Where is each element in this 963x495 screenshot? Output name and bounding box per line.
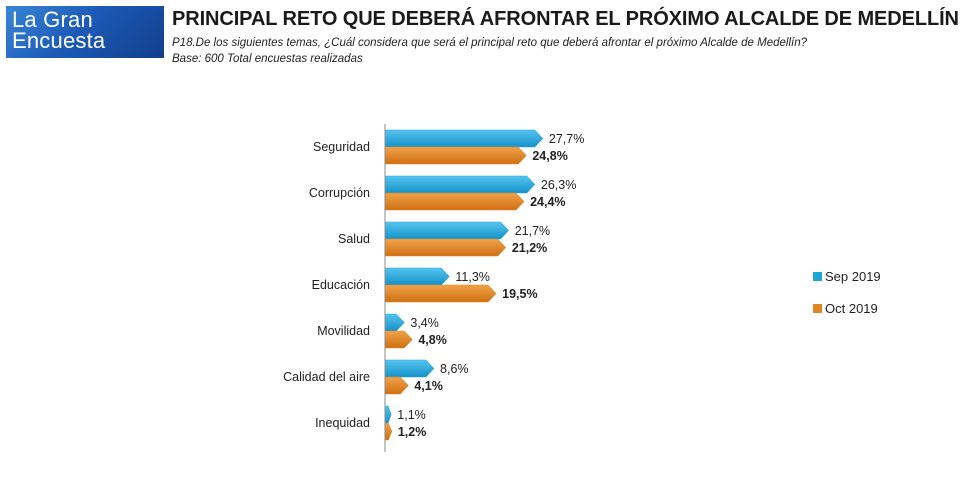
legend-item-oct: Oct 2019 — [813, 300, 881, 316]
bar-sep — [384, 359, 435, 378]
data-label-oct: 24,4% — [530, 195, 565, 209]
category-label: Inequidad — [315, 416, 370, 430]
data-label-sep: 11,3% — [455, 270, 490, 284]
bar-sep — [384, 221, 510, 240]
data-label-sep: 1,1% — [397, 408, 426, 422]
bar-sep — [384, 267, 450, 286]
legend-swatch-oct — [813, 303, 822, 313]
bar-oct — [384, 422, 393, 441]
data-label-sep: 3,4% — [410, 316, 439, 330]
category-label: Corrupción — [309, 186, 370, 200]
bar-sep — [384, 313, 405, 332]
legend-label-oct: Oct 2019 — [825, 300, 878, 316]
bar-oct — [384, 330, 413, 349]
category-label: Salud — [338, 232, 370, 246]
bar-oct — [384, 192, 525, 211]
category-label: Movilidad — [317, 324, 370, 338]
bar-oct — [384, 238, 507, 257]
data-label-sep: 26,3% — [541, 178, 576, 192]
legend-label-sep: Sep 2019 — [825, 268, 881, 284]
bar-sep — [384, 405, 392, 424]
category-label: Calidad del aire — [283, 370, 370, 384]
base-note: Base: 600 Total encuestas realizadas — [172, 53, 363, 65]
data-label-oct: 24,8% — [532, 149, 567, 163]
data-label-sep: 27,7% — [549, 132, 584, 146]
category-label: Seguridad — [313, 140, 370, 154]
data-label-oct: 4,1% — [414, 379, 443, 393]
logo-line-1: La Gran — [12, 7, 93, 32]
bar-sep — [384, 129, 544, 148]
data-label-oct: 4,8% — [418, 333, 447, 347]
data-label-oct: 19,5% — [502, 287, 537, 301]
logo-line-2: Encuesta — [12, 28, 106, 53]
bar-oct — [384, 146, 527, 165]
brand-logo: La Gran Encuesta — [6, 6, 164, 58]
chart-legend: Sep 2019 Oct 2019 — [813, 268, 881, 332]
category-label: Educación — [312, 278, 370, 292]
data-label-sep: 8,6% — [440, 362, 469, 376]
data-label-sep: 21,7% — [515, 224, 550, 238]
data-label-oct: 21,2% — [512, 241, 547, 255]
legend-item-sep: Sep 2019 — [813, 268, 881, 284]
page-title: PRINCIPAL RETO QUE DEBERÁ AFRONTAR EL PR… — [172, 8, 959, 30]
question-text: P18.De los siguientes temas, ¿Cuál consi… — [172, 37, 807, 49]
bar-oct — [384, 376, 409, 395]
bar-oct — [384, 284, 497, 303]
bar-sep — [384, 175, 536, 194]
data-label-oct: 1,2% — [398, 425, 427, 439]
legend-swatch-sep — [813, 271, 822, 281]
